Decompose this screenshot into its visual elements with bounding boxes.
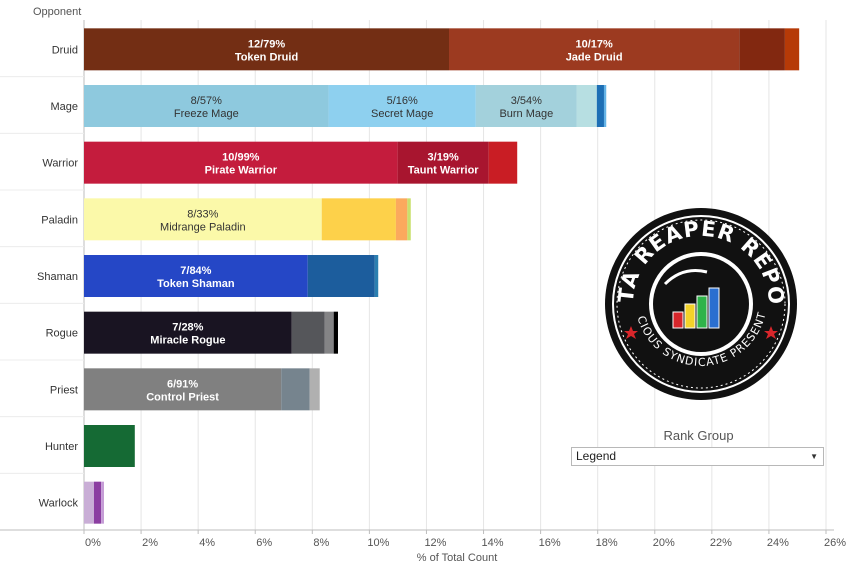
bar-labels: 12/79%Token Druid 10/17%Jade Druid 8/57%Fr…: [146, 38, 622, 403]
bar-segment: [84, 85, 329, 127]
bar-value-label: 6/91%: [167, 378, 198, 390]
bar-segment: [784, 28, 800, 71]
bar-archetype-label: Burn Mage: [499, 108, 553, 120]
bar-segment: [739, 28, 785, 71]
bar-segment: [84, 481, 94, 524]
star-icon: [624, 326, 638, 339]
x-tick-label: 24%: [767, 537, 789, 549]
bar-value-label: 8/57%: [191, 95, 222, 107]
y-axis-label: Opponent: [33, 6, 81, 18]
bar-segment: [374, 255, 379, 297]
x-tick-labels: 0% 2% 4% 6% 8% 10% 12% 14% 16% 18% 20% 22% 24% 26%: [85, 537, 846, 549]
bar-archetype-label: Taunt Warrior: [408, 165, 480, 177]
bar-segment: [84, 425, 135, 467]
bar-segment: [333, 311, 338, 354]
bar-archetype-label: Miracle Rogue: [150, 335, 225, 347]
category-label: Warlock: [39, 498, 79, 510]
bar-archetype-label: Token Shaman: [157, 278, 235, 290]
x-tick-label: 14%: [482, 537, 504, 549]
x-tick-label: 26%: [824, 537, 846, 549]
x-tick-label: 18%: [596, 537, 618, 549]
rank-group-title: Rank Group: [663, 428, 734, 443]
x-tick-label: 20%: [653, 537, 675, 549]
bar-segment: [84, 28, 450, 71]
bar-segment: [576, 85, 597, 127]
bar-segment: [475, 85, 577, 127]
category-label: Mage: [50, 101, 78, 113]
rank-group-dropdown[interactable]: Legend ▼: [571, 447, 824, 466]
bar-value-label: 7/84%: [180, 265, 211, 277]
category-label: Priest: [50, 384, 78, 396]
bar-segment: [84, 255, 308, 297]
bar-value-label: 10/17%: [575, 38, 613, 50]
bar-archetype-label: Freeze Mage: [174, 108, 239, 120]
bar-segment: [407, 198, 411, 241]
bar-segment: [84, 311, 292, 354]
x-tick-label: 12%: [424, 537, 446, 549]
bar-segment: [101, 481, 104, 524]
bar-value-label: 7/28%: [172, 322, 203, 334]
bar-segment: [307, 255, 375, 297]
bar-segment: [603, 85, 607, 127]
bar-value-label: 10/99%: [222, 152, 260, 164]
bar-archetype-label: Jade Druid: [566, 51, 623, 63]
category-labels: Druid Mage Warrior Paladin Shaman Rogue Priest…: [37, 44, 78, 509]
bar-value-label: 3/19%: [428, 152, 459, 164]
bar-value-label: 8/33%: [187, 208, 218, 220]
bar-segment: [449, 28, 740, 71]
bar-segment: [84, 141, 398, 184]
bar-segment: [596, 85, 604, 127]
bar-archetype-label: Secret Mage: [371, 108, 433, 120]
bar-archetype-label: Pirate Warrior: [205, 165, 278, 177]
star-icon: [764, 326, 778, 339]
data-reaper-logo: DATA REAPER REPORT VICIOUS SYNDICATE PRE…: [594, 187, 799, 407]
category-label: Warrior: [42, 158, 78, 170]
x-tick-label: 0%: [85, 537, 101, 549]
x-tick-label: 22%: [710, 537, 732, 549]
bar-value-label: 3/54%: [511, 95, 542, 107]
bar-segment: [397, 141, 489, 184]
category-label: Rogue: [46, 328, 78, 340]
x-axis-label: % of Total Count: [417, 552, 498, 564]
bars: [84, 28, 800, 524]
bar-segment: [281, 368, 310, 411]
chevron-down-icon[interactable]: ▼: [810, 452, 818, 461]
x-tick-label: 6%: [256, 537, 272, 549]
bar-archetype-label: Control Priest: [146, 391, 219, 403]
x-tick-label: 4%: [199, 537, 215, 549]
bar-segment: [309, 368, 320, 411]
bar-segment: [291, 311, 325, 354]
category-label: Paladin: [41, 214, 78, 226]
bar-value-label: 5/16%: [387, 95, 418, 107]
x-tick-label: 16%: [539, 537, 561, 549]
category-label: Druid: [52, 44, 78, 56]
x-tick-label: 8%: [313, 537, 329, 549]
x-tick-label: 2%: [142, 537, 158, 549]
bar-segment: [328, 85, 476, 127]
bar-segment: [84, 368, 282, 411]
category-label: Hunter: [45, 441, 78, 453]
category-label: Shaman: [37, 271, 78, 283]
bar-archetype-label: Midrange Paladin: [160, 221, 246, 233]
bar-segment: [488, 141, 518, 184]
x-tick-label: 10%: [367, 537, 389, 549]
bar-segment: [324, 311, 334, 354]
bar-value-label: 12/79%: [248, 38, 286, 50]
bar-segment: [84, 198, 322, 241]
bar-archetype-label: Token Druid: [235, 51, 298, 63]
bar-segment: [395, 198, 408, 241]
bar-segment: [321, 198, 396, 241]
bar-segment: [93, 481, 102, 524]
rank-group-selected: Legend: [576, 449, 617, 463]
